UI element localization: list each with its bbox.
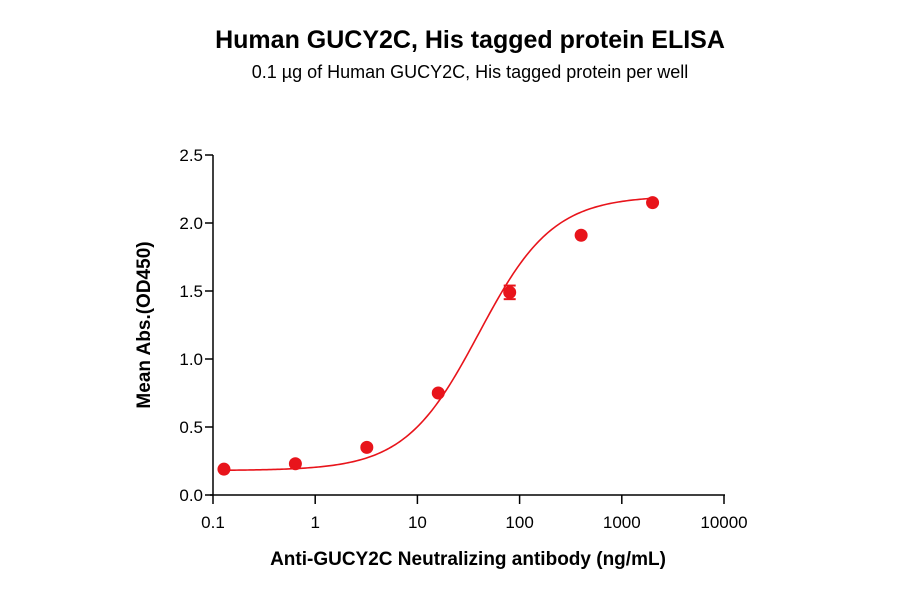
data-point <box>288 457 302 471</box>
x-tick-label: 100 <box>505 513 533 532</box>
y-tick-label: 2.5 <box>179 146 203 165</box>
fit-curve <box>223 197 653 472</box>
data-point <box>431 386 445 400</box>
x-tick-label: 10000 <box>700 513 747 532</box>
y-tick-label: 0.5 <box>179 418 203 437</box>
y-tick-label: 0.0 <box>179 486 203 505</box>
y-ticks: 0.0 0.5 1.0 1.5 2.0 2.5 <box>179 146 213 505</box>
chart-subtitle: 0.1 µg of Human GUCY2C, His tagged prote… <box>252 62 689 82</box>
data-points <box>217 196 660 476</box>
x-tick-label: 1000 <box>603 513 641 532</box>
y-tick-label: 2.0 <box>179 214 203 233</box>
y-tick-label: 1.0 <box>179 350 203 369</box>
data-point <box>360 440 374 454</box>
y-tick-label: 1.5 <box>179 282 203 301</box>
x-tick-label: 0.1 <box>201 513 225 532</box>
data-point <box>503 285 517 299</box>
chart-title: Human GUCY2C, His tagged protein ELISA <box>215 26 725 54</box>
y-axis-label: Mean Abs.(OD450) <box>134 241 155 408</box>
error-bars <box>217 200 659 472</box>
data-point <box>217 462 231 476</box>
data-point <box>646 196 660 210</box>
x-axis-label: Anti-GUCY2C Neutralizing antibody (ng/mL… <box>270 549 666 570</box>
x-ticks: 0.1 1 10 100 1000 10000 <box>201 495 748 532</box>
data-point <box>574 228 588 242</box>
x-tick-label: 1 <box>310 513 319 532</box>
x-tick-label: 10 <box>408 513 427 532</box>
